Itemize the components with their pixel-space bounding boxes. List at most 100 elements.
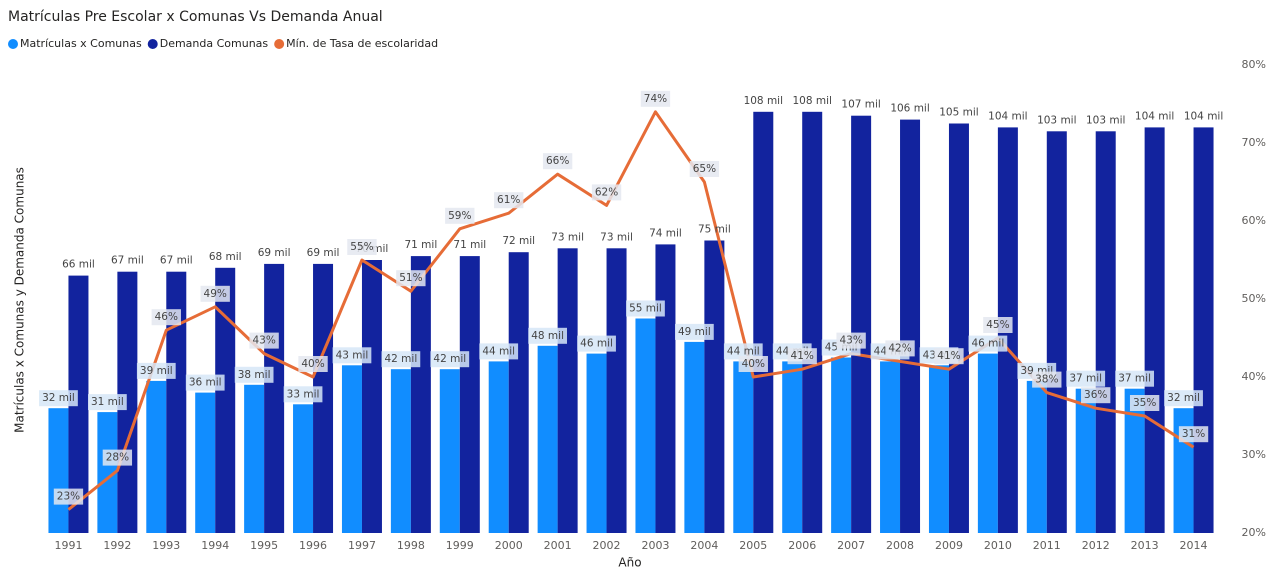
data-label: 40% — [742, 358, 765, 370]
data-label: 23% — [57, 491, 80, 503]
data-label-group: 37 mil — [1066, 370, 1106, 387]
data-label: 68 mil — [209, 251, 242, 263]
x-tick-label: 2005 — [739, 539, 767, 552]
label-bg — [39, 390, 78, 407]
bar — [410, 256, 431, 533]
label-bg — [332, 347, 372, 364]
label-bg — [494, 192, 524, 209]
label-bg — [1129, 395, 1160, 411]
x-axis-label: Año — [618, 556, 641, 570]
bar — [195, 392, 216, 533]
data-label: 73 mil — [551, 231, 584, 243]
data-label: 46% — [155, 311, 178, 323]
x-tick-label: 2009 — [935, 539, 963, 552]
data-label: 42 mil — [433, 353, 466, 365]
bar — [733, 361, 754, 533]
data-label-group: 46 mil — [968, 335, 1008, 352]
data-label: 66% — [546, 155, 569, 167]
bar — [1144, 127, 1165, 534]
data-label-group: 48 mil — [528, 327, 568, 344]
label-bg — [298, 356, 328, 372]
data-label-group: 40% — [298, 356, 328, 372]
label-bg — [234, 366, 274, 383]
data-label: 108 mil — [744, 95, 783, 107]
data-label-group: 65% — [689, 161, 720, 177]
bar — [557, 248, 578, 534]
data-label: 37 mil — [1069, 373, 1102, 385]
data-label: 46 mil — [580, 338, 613, 350]
bar — [166, 271, 187, 533]
bar — [635, 318, 656, 533]
data-label: 73 mil — [600, 231, 633, 243]
y2-tick-label: 20% — [1242, 526, 1266, 539]
data-label: 40% — [301, 358, 324, 370]
x-tick-label: 1997 — [348, 539, 376, 552]
data-label: 43 mil — [336, 349, 369, 361]
data-label-group: 32 mil — [1164, 390, 1203, 407]
data-label: 33 mil — [287, 388, 320, 400]
bar — [655, 244, 676, 533]
data-label: 71 mil — [453, 239, 486, 251]
data-label-group: 61% — [494, 192, 524, 209]
y2-tick-label: 50% — [1242, 292, 1266, 305]
data-label-group: 66% — [542, 153, 573, 170]
x-tick-label: 2008 — [886, 539, 914, 552]
label-bg — [1066, 370, 1106, 387]
bar — [1095, 131, 1116, 534]
data-label: 31% — [1182, 428, 1205, 440]
data-label: 67 mil — [111, 255, 144, 267]
label-bg — [53, 488, 84, 505]
data-label-group: 39 mil — [136, 362, 176, 379]
data-label: 43% — [839, 335, 862, 347]
label-bg — [885, 340, 915, 357]
bar — [704, 240, 725, 533]
x-tick-label: 1992 — [103, 539, 131, 552]
label-bg — [787, 348, 817, 365]
data-label-group: 44 mil — [723, 343, 763, 360]
data-label-group: 51% — [396, 270, 426, 287]
label-bg — [430, 351, 470, 368]
bar — [215, 267, 236, 533]
data-label: 31 mil — [91, 396, 124, 408]
data-label: 108 mil — [792, 95, 831, 107]
bar — [361, 260, 382, 533]
data-label-group: 55 mil — [626, 300, 665, 317]
data-label: 38 mil — [238, 369, 271, 381]
data-label-group: 43 mil — [332, 347, 372, 364]
data-label: 74% — [644, 93, 667, 105]
label-bg — [381, 351, 421, 368]
bar — [684, 341, 705, 533]
data-label: 28% — [106, 452, 129, 464]
data-label: 36 mil — [189, 377, 222, 389]
data-label-group: 35% — [1129, 395, 1160, 411]
data-label: 42 mil — [384, 353, 417, 365]
data-label-group: 31 mil — [87, 394, 127, 411]
data-label: 43% — [252, 335, 275, 347]
data-label-group: 42% — [885, 340, 915, 357]
bar — [880, 361, 901, 533]
bar — [948, 123, 969, 533]
label-bg — [542, 153, 573, 170]
label-bg — [102, 449, 133, 466]
x-tick-label: 2012 — [1082, 539, 1110, 552]
data-label-group: 33 mil — [283, 386, 323, 403]
bar — [1193, 127, 1214, 534]
x-tick-label: 1995 — [250, 539, 278, 552]
data-label-group: 42 mil — [430, 351, 470, 368]
x-tick-label: 1994 — [201, 539, 229, 552]
bar — [293, 404, 314, 533]
x-tick-label: 2004 — [690, 539, 718, 552]
label-bg — [445, 207, 475, 224]
data-label: 42% — [888, 342, 911, 354]
chart-title: Matrículas Pre Escolar x Comunas Vs Dema… — [8, 9, 383, 25]
bar — [802, 111, 823, 534]
data-label-group: 23% — [53, 488, 84, 505]
x-tick-label: 1993 — [152, 539, 180, 552]
data-label: 45% — [986, 319, 1009, 331]
data-label-group: 74% — [640, 90, 671, 107]
bar — [313, 263, 334, 533]
data-label: 106 mil — [890, 103, 929, 115]
data-label: 105 mil — [939, 107, 978, 119]
data-label: 74 mil — [649, 227, 682, 239]
